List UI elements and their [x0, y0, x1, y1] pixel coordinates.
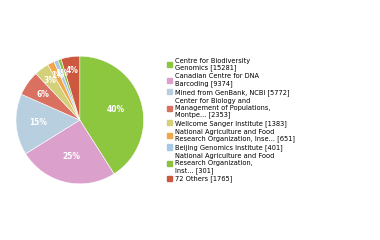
Wedge shape	[21, 74, 80, 120]
Text: 1%: 1%	[51, 71, 64, 80]
Wedge shape	[80, 56, 144, 174]
Text: 3%: 3%	[44, 76, 56, 85]
Wedge shape	[54, 60, 80, 120]
Text: 4%: 4%	[66, 66, 79, 75]
Text: 40%: 40%	[106, 105, 124, 114]
Wedge shape	[16, 94, 80, 154]
Wedge shape	[36, 65, 80, 120]
Text: 6%: 6%	[37, 90, 50, 99]
Legend: Centre for Biodiversity
Genomics [15281], Canadian Centre for DNA
Barcoding [937: Centre for Biodiversity Genomics [15281]…	[167, 58, 295, 182]
Wedge shape	[48, 62, 80, 120]
Wedge shape	[58, 59, 80, 120]
Wedge shape	[25, 120, 114, 184]
Wedge shape	[61, 56, 80, 120]
Text: 25%: 25%	[63, 152, 81, 161]
Text: 15%: 15%	[29, 118, 48, 127]
Text: 1%: 1%	[55, 69, 68, 78]
